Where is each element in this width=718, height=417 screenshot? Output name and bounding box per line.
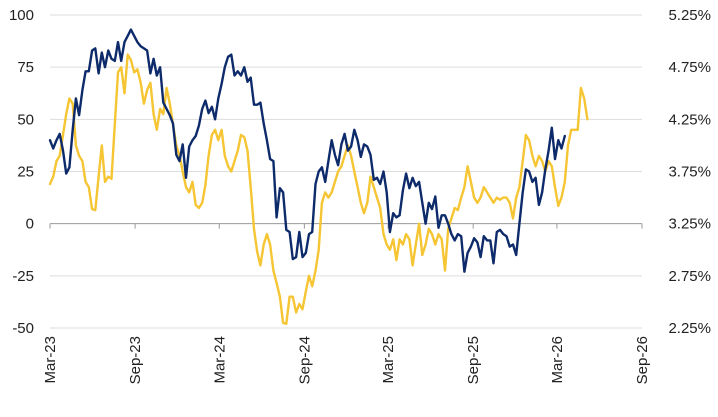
series-line-right-axis <box>48 53 589 325</box>
y-right-tick-label: 5.25% <box>668 7 711 24</box>
series-line-left-axis <box>48 28 566 273</box>
y-right-tick-label: 3.25% <box>668 216 711 233</box>
y-right-tick-label: 2.75% <box>668 268 711 285</box>
x-tick-label: Mar-24 <box>211 336 228 384</box>
y-right-tick-label: 4.75% <box>668 59 711 76</box>
y-left-tick-label: 50 <box>17 111 34 128</box>
y-left-tick-label: -50 <box>12 320 34 337</box>
series-lines <box>48 28 589 325</box>
right-axis-ticks: 5.25% 4.75% 4.25% 3.75% 3.25% 2.75% 2.25% <box>668 7 711 337</box>
y-right-tick-label: 2.25% <box>668 320 711 337</box>
y-right-tick-label: 3.75% <box>668 164 711 181</box>
y-left-tick-label: 75 <box>17 59 34 76</box>
x-tick-label: Mar-26 <box>549 336 566 384</box>
y-left-tick-label: 100 <box>9 7 34 24</box>
y-left-tick-label: 0 <box>26 216 34 233</box>
x-tick-label: Sep-26 <box>634 336 651 384</box>
x-tick-label: Sep-24 <box>296 336 313 384</box>
y-left-tick-label: 25 <box>17 164 34 181</box>
x-axis: Mar-23 Sep-23 Mar-24 Sep-24 Mar-25 Sep-25 Mar-… <box>42 223 651 384</box>
x-tick-label: Sep-25 <box>465 336 482 384</box>
y-left-tick-label: -25 <box>12 268 34 285</box>
x-tick-label: Mar-25 <box>380 336 397 384</box>
y-right-tick-label: 4.25% <box>668 111 711 128</box>
left-axis-ticks: 100 75 50 25 0 -25 -50 <box>9 7 34 337</box>
x-tick-label: Mar-23 <box>42 336 59 384</box>
x-tick-label: Sep-23 <box>127 336 144 384</box>
